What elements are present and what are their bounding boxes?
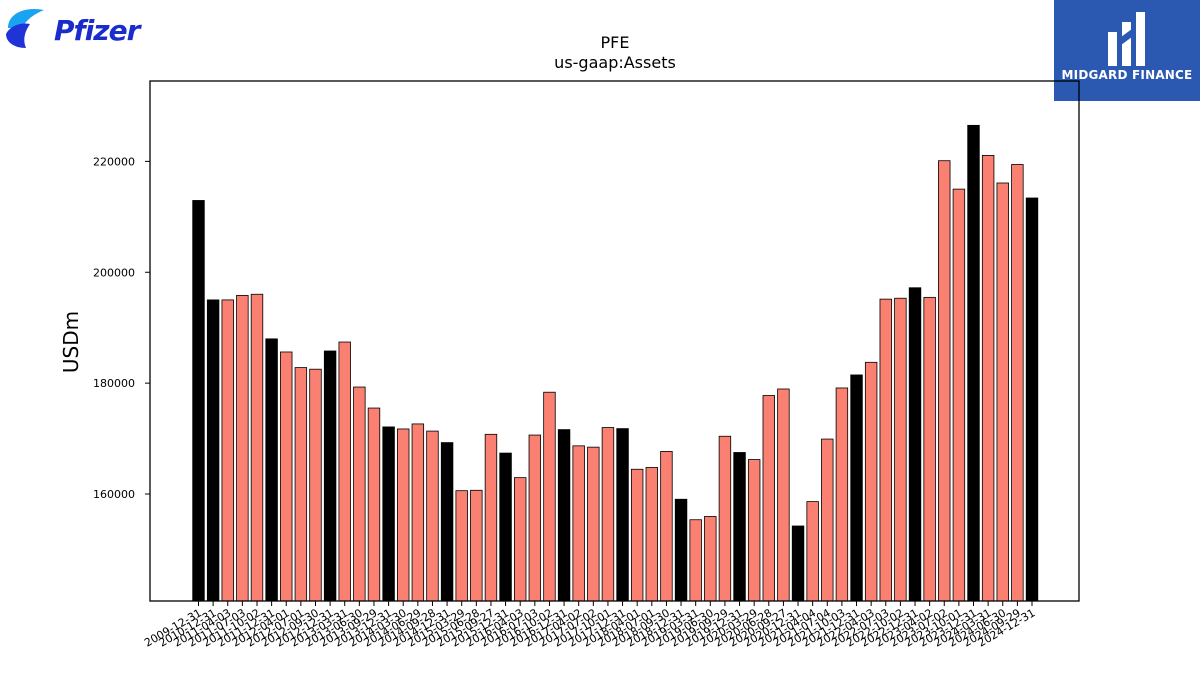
bar-2019-09-29 xyxy=(718,435,732,602)
bars-group xyxy=(192,124,1039,602)
bar-2018-09-30 xyxy=(660,451,673,602)
bar-2021-10-03 xyxy=(835,387,849,602)
chart-title: PFE xyxy=(601,33,630,52)
bar-2022-04-03 xyxy=(864,361,878,602)
bar-2017-12-31 xyxy=(616,428,629,602)
bar-2022-12-31 xyxy=(908,287,922,602)
bar-2021-04-04 xyxy=(806,501,819,602)
bar-2016-12-31 xyxy=(557,429,571,602)
pfizer-logo: Pfizer xyxy=(4,4,140,56)
bar-2009-12-31 xyxy=(192,200,205,602)
bar-2014-06-29 xyxy=(411,423,425,602)
bar-2014-12-31 xyxy=(440,442,454,602)
plot-frame xyxy=(149,80,1080,602)
bar-2016-04-03 xyxy=(514,477,527,602)
bar-2020-12-31 xyxy=(791,525,805,602)
bar-2017-10-01 xyxy=(601,427,615,602)
bar-2012-12-31 xyxy=(323,350,337,602)
bar-2011-10-02 xyxy=(250,293,264,602)
bar-2017-04-02 xyxy=(572,445,585,602)
bar-2024-09-29 xyxy=(1011,164,1024,602)
bar-2018-04-01 xyxy=(630,468,644,602)
bar-2021-12-31 xyxy=(850,374,863,602)
x-axis: 2009-12-312010-12-312011-04-032011-07-03… xyxy=(142,601,1038,650)
bar-2020-06-28 xyxy=(762,395,775,602)
y-axis-label: USDm xyxy=(59,311,83,373)
bar-2021-07-04 xyxy=(821,438,834,602)
bar-2010-12-31 xyxy=(206,299,220,602)
bar-2018-07-01 xyxy=(645,467,659,602)
bar-2023-07-02 xyxy=(938,160,951,602)
bar-2015-06-28 xyxy=(470,489,483,602)
midgard-finance-logo: MIDGARD FINANCE xyxy=(1054,0,1200,101)
bar-2018-12-31 xyxy=(674,498,688,602)
bar-2011-04-03 xyxy=(221,299,234,602)
bar-2011-12-31 xyxy=(265,338,278,602)
bar-2023-10-01 xyxy=(952,188,966,602)
bar-2016-07-03 xyxy=(528,434,542,602)
bar-2011-07-03 xyxy=(236,294,249,602)
bar-2015-09-27 xyxy=(484,433,498,602)
bar-2014-03-30 xyxy=(397,428,410,602)
bar-2024-03-31 xyxy=(981,154,995,602)
bar-2014-09-28 xyxy=(426,430,439,602)
bar-2020-03-29 xyxy=(747,459,761,602)
bar-2013-09-29 xyxy=(367,407,381,602)
bar-2012-09-30 xyxy=(309,368,322,602)
bar-2020-09-27 xyxy=(777,388,790,602)
y-tick-label: 200000 xyxy=(93,266,135,279)
bar-2015-03-29 xyxy=(455,490,468,602)
pfizer-pill-icon xyxy=(6,8,44,48)
bar-2024-12-31 xyxy=(1025,197,1039,602)
bar-2019-06-30 xyxy=(704,516,717,602)
bar-2022-10-02 xyxy=(894,297,907,602)
bar-2015-12-31 xyxy=(499,452,512,602)
bar-2012-04-01 xyxy=(280,351,293,602)
bar-2019-03-31 xyxy=(689,519,702,602)
chart-subtitle: us-gaap:Assets xyxy=(554,53,676,72)
bar-2023-12-31 xyxy=(967,124,980,602)
bar-2013-06-30 xyxy=(353,386,366,602)
bar-2019-12-31 xyxy=(733,452,746,602)
y-tick-label: 220000 xyxy=(93,155,135,168)
bar-2013-03-31 xyxy=(338,341,351,602)
midgard-mark-icon xyxy=(1108,12,1145,66)
pfizer-wordmark: Pfizer xyxy=(54,14,140,47)
bar-2024-06-30 xyxy=(996,182,1009,602)
bar-2013-12-31 xyxy=(382,426,395,602)
midgard-finance-wordmark: MIDGARD FINANCE xyxy=(1061,68,1193,82)
y-tick-label: 160000 xyxy=(93,488,135,501)
y-tick-label: 180000 xyxy=(93,377,135,390)
bar-2016-10-02 xyxy=(543,391,556,602)
y-axis: 160000 180000 200000 220000 xyxy=(93,155,150,501)
bar-2022-07-03 xyxy=(879,298,892,602)
bar-2012-07-01 xyxy=(294,367,308,602)
bar-2023-04-02 xyxy=(923,296,936,602)
bar-2017-07-02 xyxy=(587,446,600,602)
